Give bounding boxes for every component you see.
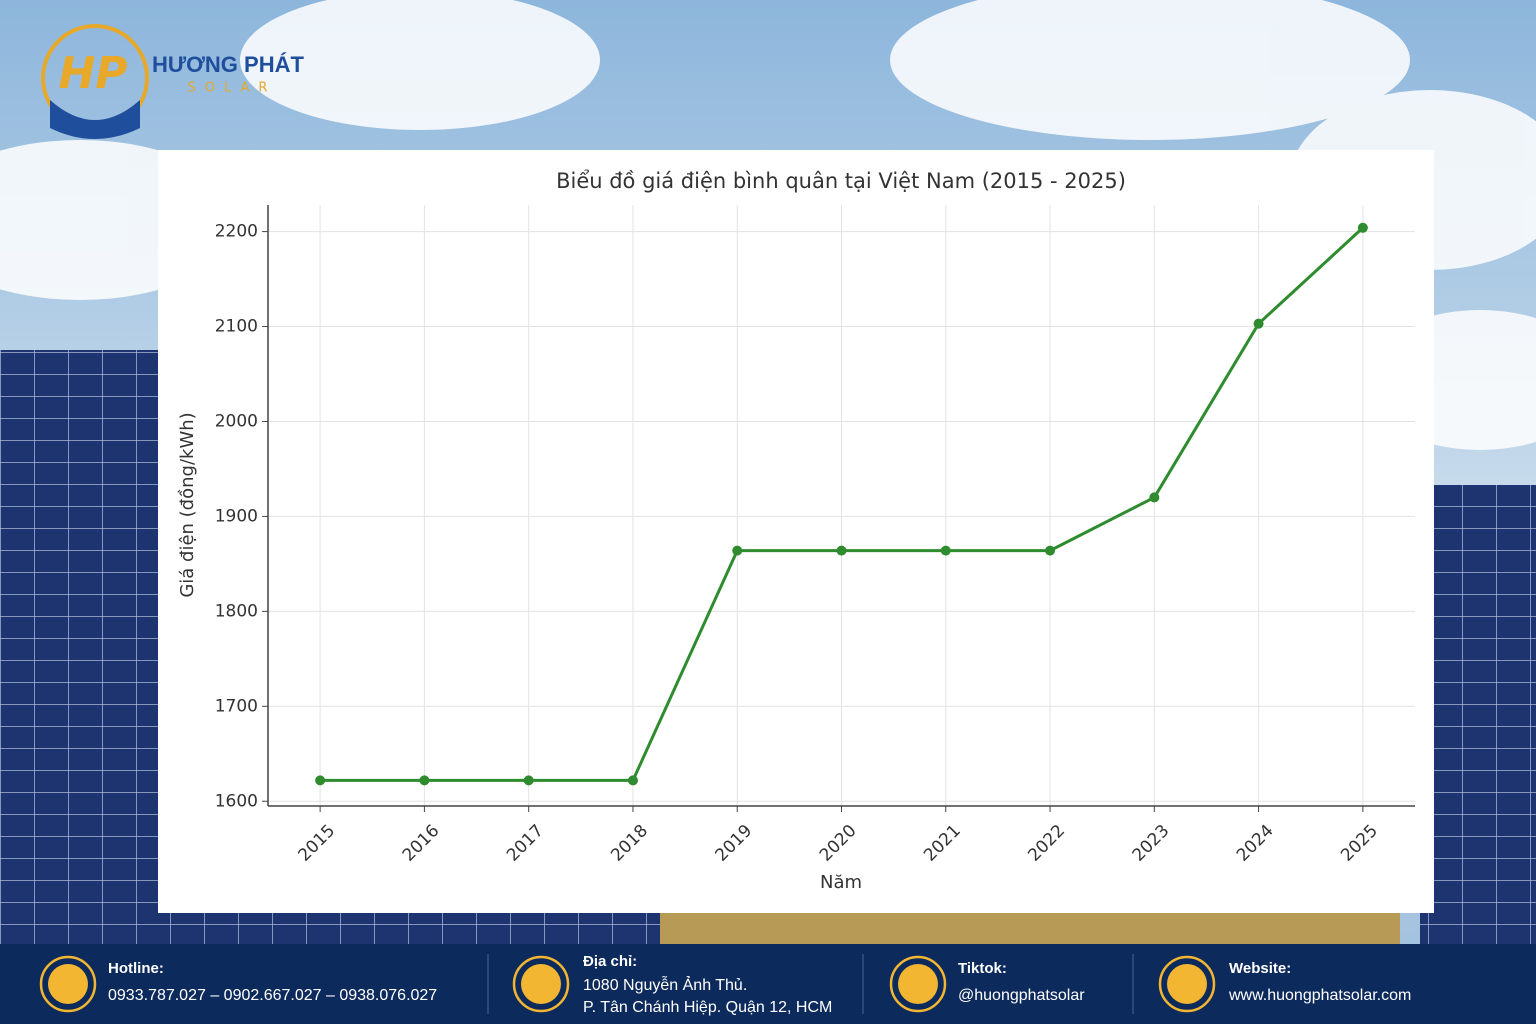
- footer-bar: [0, 944, 1536, 1024]
- footer-icon: [39, 955, 97, 1013]
- footer-label: Địa chỉ:: [583, 953, 637, 970]
- solar-panel: [1420, 485, 1536, 945]
- data-point: [627, 775, 638, 786]
- logo-name: HƯƠNG PHÁT: [152, 52, 304, 77]
- footer-text: 1080 Nguyễn Ảnh Thủ.: [583, 975, 747, 994]
- data-point: [419, 775, 430, 786]
- footer-text: @huongphatsolar: [958, 987, 1085, 1004]
- x-axis-label: Năm: [820, 872, 862, 893]
- footer-label: Tiktok:: [958, 960, 1007, 977]
- y-tick-label: 1600: [215, 791, 258, 811]
- y-tick-label: 1700: [215, 696, 258, 716]
- y-tick-label: 2100: [215, 317, 258, 337]
- data-point: [315, 775, 326, 786]
- y-tick-label: 2000: [215, 411, 258, 431]
- footer-icon: [512, 955, 570, 1013]
- data-point: [1357, 222, 1368, 233]
- data-point: [523, 775, 534, 786]
- footer-text: 0933.787.027 – 0902.667.027 – 0938.076.0…: [108, 987, 437, 1004]
- footer-icon-inner: [1167, 964, 1207, 1004]
- footer-icon: [1158, 955, 1216, 1013]
- footer-icon-inner: [898, 964, 938, 1004]
- footer-text: P. Tân Chánh Hiệp. Quận 12, HCM: [583, 999, 832, 1016]
- chart-card: [158, 150, 1434, 913]
- solar-panel: [0, 350, 170, 950]
- data-point: [732, 545, 743, 556]
- footer-label: Website:: [1229, 960, 1291, 977]
- logo: HP HƯƠNG PHÁT SOLAR: [41, 24, 304, 139]
- data-point: [1149, 492, 1160, 503]
- y-tick-label: 2200: [215, 222, 258, 242]
- data-point: [940, 545, 951, 556]
- y-tick-label: 1800: [215, 601, 258, 621]
- solar-panel: [150, 912, 670, 944]
- y-tick-label: 1900: [215, 506, 258, 526]
- grass: [660, 912, 1400, 944]
- data-point: [1045, 545, 1056, 556]
- footer: Hotline: 0933.787.027 – 0902.667.027 – 09…: [39, 953, 1411, 1016]
- y-axis-label: Giá điện (đồng/kWh): [177, 412, 198, 597]
- footer-icon-inner: [521, 964, 561, 1004]
- footer-text: www.huongphatsolar.com: [1228, 987, 1411, 1004]
- footer-icon: [889, 955, 947, 1013]
- footer-label: Hotline:: [108, 960, 164, 977]
- logo-sub: SOLAR: [188, 81, 277, 96]
- footer-icon-inner: [48, 964, 88, 1004]
- data-point: [1253, 318, 1264, 329]
- data-point: [836, 545, 847, 556]
- chart-title: Biểu đồ giá điện bình quân tại Việt Nam …: [556, 169, 1126, 193]
- logo-panel: [50, 100, 140, 139]
- logo-mark: HP: [58, 48, 127, 99]
